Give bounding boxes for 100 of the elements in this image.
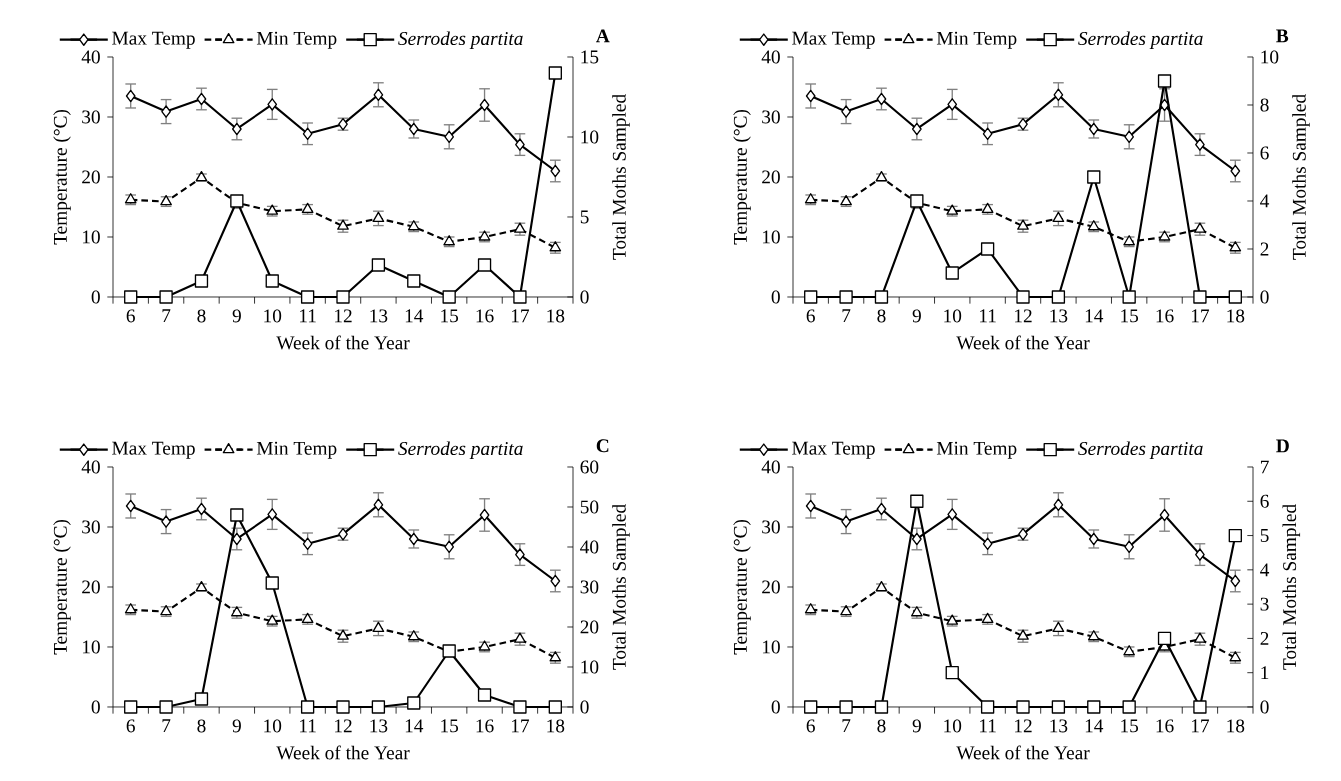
y2-tick-label: 3 [1260, 597, 1269, 611]
x-tick-label: 8 [877, 309, 886, 323]
y2-tick-label: 4 [1260, 563, 1270, 577]
point [1051, 700, 1066, 714]
y-tick-label: 10 [82, 230, 100, 244]
x-tick-label: 14 [1085, 309, 1104, 323]
point [911, 122, 922, 136]
point [515, 548, 525, 561]
x-tick-label: 7 [842, 719, 851, 733]
point [125, 499, 136, 513]
x-tick-label: 17 [1191, 719, 1210, 733]
y2-tick-label: 2 [1260, 242, 1269, 256]
legend-label: Max Temp [792, 31, 875, 49]
point [1053, 498, 1064, 512]
x-tick-label: 11 [980, 719, 996, 733]
point [371, 700, 386, 714]
point [300, 700, 315, 714]
y-axis-title: Temperature (°C) [53, 519, 71, 655]
legend-label: Min Temp [256, 441, 337, 459]
y2-tick-label: 15 [581, 50, 599, 64]
point [1122, 700, 1136, 714]
x-tick-label: 15 [1121, 309, 1139, 323]
x-tick-label: 12 [1015, 719, 1032, 733]
y2-tick-label: 30 [580, 580, 599, 594]
x-tick-label: 11 [980, 309, 996, 323]
x-tick-label: 10 [944, 309, 962, 323]
y2-tick-label: 7 [1260, 460, 1269, 474]
x-tick-label: 8 [877, 719, 886, 733]
y-tick-label: 20 [82, 170, 100, 184]
point [1195, 138, 1205, 151]
point [1053, 88, 1064, 102]
point [159, 700, 173, 714]
y-tick-label: 30 [82, 110, 100, 124]
point [442, 644, 456, 658]
point [980, 700, 995, 714]
x-axis-title: Week of the Year [956, 335, 1090, 350]
legend-label: Min Temp [256, 31, 337, 49]
point [1157, 74, 1172, 88]
point [373, 498, 384, 512]
point [874, 290, 889, 304]
point [513, 290, 527, 304]
x-tick-label: 16 [1156, 719, 1174, 733]
chart-title: D [1276, 439, 1289, 453]
x-tick-label: 16 [1156, 309, 1174, 323]
point [407, 274, 421, 288]
chart-title: C [596, 439, 609, 453]
x-tick-label: 14 [405, 309, 424, 323]
x-tick-label: 6 [806, 309, 815, 323]
point [1228, 528, 1242, 543]
point [1016, 700, 1030, 714]
x-tick-label: 7 [842, 309, 851, 323]
point [267, 98, 278, 111]
point [1195, 548, 1205, 561]
y-axis-title: Temperature (°C) [733, 109, 751, 245]
point [1122, 290, 1136, 304]
y-axis-title: Temperature (°C) [733, 519, 751, 655]
x-tick-label: 9 [912, 309, 921, 323]
point [876, 92, 887, 106]
y-tick-label: 20 [762, 170, 780, 184]
x-tick-label: 16 [476, 719, 494, 733]
x-tick-label: 9 [232, 309, 241, 323]
point [1230, 164, 1241, 178]
point [265, 274, 279, 288]
point [336, 290, 350, 304]
point [196, 502, 207, 516]
point [804, 700, 818, 714]
point [302, 537, 313, 551]
point [515, 138, 525, 151]
x-tick-label: 14 [405, 719, 424, 733]
point [302, 127, 313, 141]
x-tick-label: 17 [511, 719, 530, 733]
x-tick-label: 10 [944, 719, 962, 733]
point [805, 89, 816, 103]
y-tick-label: 40 [81, 460, 100, 474]
point [161, 515, 171, 528]
point [945, 666, 959, 680]
point [194, 692, 209, 706]
point [479, 508, 490, 522]
y-tick-label: 10 [762, 230, 780, 244]
x-tick-label: 11 [300, 719, 316, 733]
y2-tick-label: 0 [580, 700, 589, 714]
x-tick-label: 15 [1121, 719, 1139, 733]
point [161, 105, 171, 118]
x-tick-label: 6 [126, 719, 135, 733]
y-tick-label: 40 [761, 50, 780, 64]
x-tick-label: 18 [1227, 719, 1245, 733]
x-tick-label: 18 [547, 309, 565, 323]
x-tick-label: 6 [126, 309, 135, 323]
y2-tick-label: 10 [581, 660, 599, 674]
point [513, 700, 527, 714]
y2-tick-label: 40 [580, 540, 599, 554]
x-tick-label: 16 [476, 309, 494, 323]
y-tick-label: 30 [82, 520, 100, 534]
point [839, 290, 853, 304]
x-tick-label: 13 [370, 309, 388, 323]
y2-tick-label: 0 [1260, 290, 1269, 304]
point [550, 574, 561, 588]
y2-axis-title: Total Moths Sampled [612, 504, 630, 670]
point [371, 258, 386, 272]
y2-tick-label: 50 [580, 500, 599, 514]
